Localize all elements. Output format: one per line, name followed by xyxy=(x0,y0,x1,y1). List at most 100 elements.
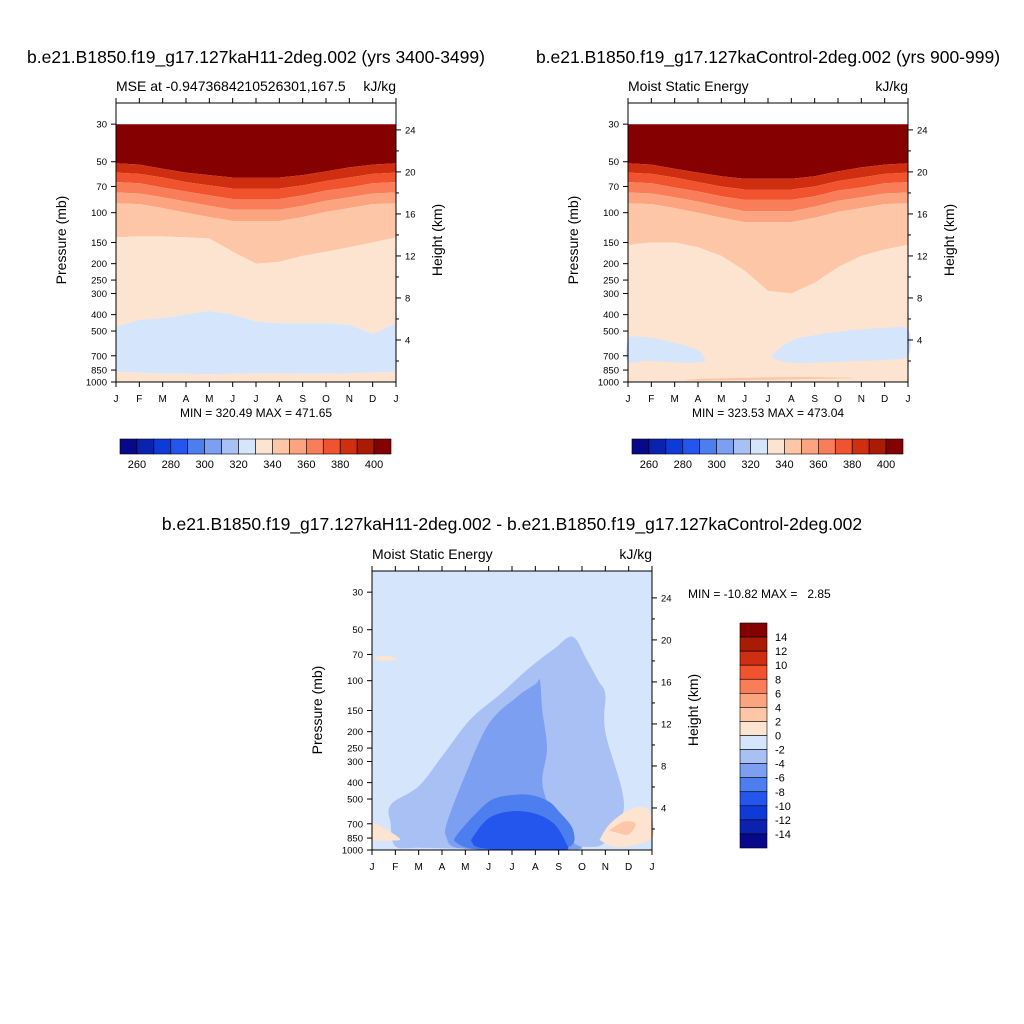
colorbar-label: 14 xyxy=(775,632,787,644)
x-tick-label: A xyxy=(695,394,702,405)
colorbar-box xyxy=(739,749,768,764)
y-tick-label: 700 xyxy=(603,351,619,362)
x-tick-label: M xyxy=(414,862,422,873)
colorbar-box xyxy=(356,438,375,455)
x-tick-label: S xyxy=(811,394,818,405)
x-tick-label: J xyxy=(510,862,515,873)
x-tick-label: N xyxy=(858,394,865,405)
colorbar-box xyxy=(733,438,751,455)
panel1-stats: MIN = 320.49 MAX = 471.65 xyxy=(180,406,332,420)
colorbar-box xyxy=(339,438,358,455)
colorbar-box xyxy=(170,438,189,455)
x-tick-label: J xyxy=(906,394,911,405)
title-top-left: b.e21.B1850.f19_g17.127kaH11-2deg.002 (y… xyxy=(27,47,485,68)
y-tick-label: 850 xyxy=(603,366,619,377)
contour-blob xyxy=(626,336,706,364)
y-tick-label: 50 xyxy=(608,157,619,168)
x-tick-label: M xyxy=(670,394,678,405)
colorbar-label: 380 xyxy=(843,459,861,471)
colorbar-box xyxy=(221,438,239,455)
colorbar-box xyxy=(739,693,768,708)
y-tick-label: 400 xyxy=(91,310,107,321)
height-tick-label: 4 xyxy=(405,335,410,346)
colorbar-box xyxy=(373,438,392,455)
x-tick-label: N xyxy=(346,394,353,405)
colorbar-box xyxy=(682,438,701,455)
height-tick-label: 24 xyxy=(917,125,928,136)
panel3-colorbar: 14 12 10 8 6 4 2 0 -2 -4 -6 -8 -10 -12 -14 xyxy=(739,622,791,849)
y-tick-label: 250 xyxy=(347,744,363,755)
colorbar-box xyxy=(750,438,768,455)
colorbar-box xyxy=(322,438,341,455)
colorbar-box xyxy=(119,438,138,455)
contour-blob xyxy=(470,810,569,851)
x-tick-label: J xyxy=(742,394,747,405)
colorbar-box xyxy=(834,438,853,455)
colorbar-label: 260 xyxy=(128,459,146,471)
contour-band xyxy=(116,371,396,382)
contour-band xyxy=(116,163,396,189)
contour-band xyxy=(116,192,396,221)
x-tick-label: A xyxy=(788,394,795,405)
colorbar-label: 260 xyxy=(640,459,658,471)
height-tick-label: 8 xyxy=(661,761,666,772)
y-tick-label: 200 xyxy=(603,259,619,270)
x-tick-label: D xyxy=(369,394,376,405)
panel3-stats: MIN = -10.82 MAX = 2.85 xyxy=(688,587,831,601)
x-tick-label: F xyxy=(648,394,654,405)
contour-blob xyxy=(608,821,636,835)
colorbar-label: -2 xyxy=(775,745,785,757)
colorbar-box xyxy=(851,438,870,455)
height-tick-label: 24 xyxy=(405,125,416,136)
contour-band xyxy=(628,182,908,212)
colorbar-label: 280 xyxy=(162,459,180,471)
y-tick-label: 70 xyxy=(352,650,363,661)
panel1-colorbar: 260 280 300 320 340 360 380 400 xyxy=(119,438,392,471)
colorbar-box xyxy=(801,438,819,455)
y-tick-label: 500 xyxy=(347,795,363,806)
colorbar-label: 300 xyxy=(196,459,214,471)
colorbar-label: 400 xyxy=(365,459,383,471)
panel3-ylabel-right: Height (km) xyxy=(685,674,701,746)
x-tick-label: M xyxy=(205,394,213,405)
height-tick-label: 24 xyxy=(661,593,672,604)
colorbar-label: -14 xyxy=(775,829,791,841)
colorbar-box xyxy=(306,438,324,455)
y-tick-label: 1000 xyxy=(342,846,363,857)
colorbar-box xyxy=(153,438,172,455)
colorbar-box xyxy=(739,622,768,638)
colorbar-label: 4 xyxy=(775,702,781,714)
panel1-ylabel: Pressure (mb) xyxy=(53,196,69,285)
panel1-axes: J F M A M J J A S O N D J 30 50 70 100 150 200 250 300 400 500… xyxy=(86,98,416,405)
colorbar-label: 2 xyxy=(775,716,781,728)
colorbar-box xyxy=(272,438,290,455)
contour-band xyxy=(116,182,396,210)
y-tick-label: 850 xyxy=(347,834,363,845)
height-tick-label: 4 xyxy=(917,335,922,346)
x-tick-label: M xyxy=(717,394,725,405)
contour-band xyxy=(628,163,908,190)
colorbar-box xyxy=(885,438,904,455)
height-tick-label: 12 xyxy=(917,251,928,262)
y-tick-label: 150 xyxy=(91,238,107,249)
contour-blob xyxy=(373,655,398,661)
contour-band xyxy=(116,172,396,199)
panel3-axes: J F M A M J J A S O N D J 30 50 70 100 150 200 250 300 400 500… xyxy=(342,566,672,873)
colorbar-box xyxy=(716,438,734,455)
x-tick-label: N xyxy=(602,862,609,873)
x-tick-label: O xyxy=(834,394,842,405)
height-tick-label: 4 xyxy=(661,803,666,814)
height-tick-label: 20 xyxy=(917,167,928,178)
colorbar-box xyxy=(255,438,273,455)
colorbar-label: 340 xyxy=(263,459,281,471)
contour-band xyxy=(628,172,908,200)
y-tick-label: 250 xyxy=(91,276,107,287)
x-tick-label: J xyxy=(650,862,655,873)
panel2-ylabel: Pressure (mb) xyxy=(565,196,581,285)
colorbar-box xyxy=(739,636,768,652)
y-tick-label: 1000 xyxy=(86,378,107,389)
title-bottom: b.e21.B1850.f19_g17.127kaH11-2deg.002 - … xyxy=(162,514,862,535)
panel3-variable-label: Moist Static Energy xyxy=(372,546,493,562)
panel3-ylabel: Pressure (mb) xyxy=(309,666,325,755)
x-tick-label: J xyxy=(486,862,491,873)
